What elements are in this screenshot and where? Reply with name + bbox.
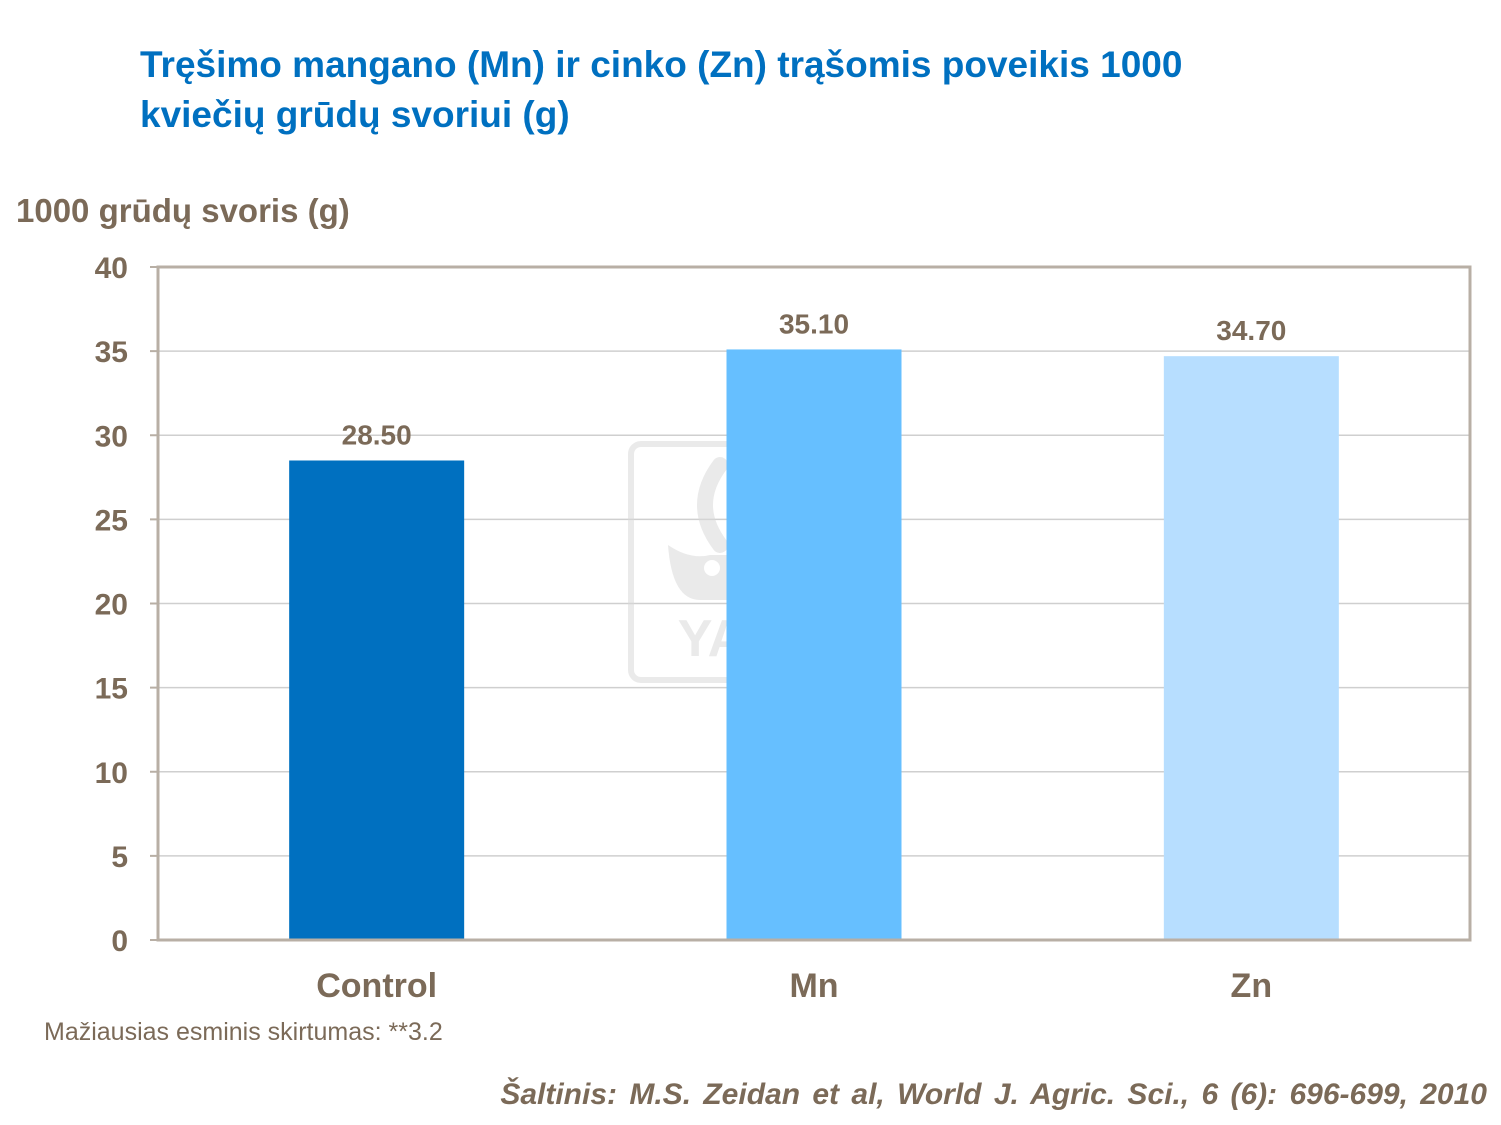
bar-zn (1163, 356, 1339, 940)
y-axis-label: 1000 grūdų svoris (g) (16, 192, 350, 229)
y-tick-label: 20 (95, 589, 128, 622)
source-citation: Šaltinis: M.S. Zeidan et al, World J. Ag… (500, 1078, 1487, 1111)
y-axis-ticks: 0 5 10 15 20 25 30 35 40 (95, 252, 158, 958)
chart-title-line-2: kviečių grūdų svoriui (g) (140, 94, 570, 135)
y-tick-label: 25 (95, 504, 128, 537)
chart-title: Tręšimo mangano (Mn) ir cinko (Zn) trąšo… (140, 40, 1400, 140)
x-category-mn: Mn (789, 967, 838, 1005)
bar-mn (726, 349, 902, 940)
data-labels: 28.50 35.10 34.70 (342, 308, 1287, 450)
y-tick-label: 10 (95, 757, 128, 790)
data-label-control: 28.50 (342, 419, 412, 450)
y-tick-label: 30 (95, 420, 128, 453)
x-axis-categories: Control Mn Zn (316, 967, 1272, 1005)
chart-title-line-1: Tręšimo mangano (Mn) ir cinko (Zn) trąšo… (140, 44, 1183, 85)
bar-control (289, 460, 465, 940)
y-tick-label: 0 (111, 925, 128, 958)
y-tick-label: 5 (111, 841, 128, 874)
y-tick-label: 35 (95, 336, 128, 369)
y-tick-label: 40 (95, 252, 128, 285)
x-category-zn: Zn (1231, 967, 1273, 1005)
data-label-mn: 35.10 (779, 308, 849, 339)
lsd-note: Mažiausias esminis skirtumas: **3.2 (44, 1018, 443, 1046)
y-tick-label: 15 (95, 673, 128, 706)
data-label-zn: 34.70 (1216, 315, 1286, 346)
x-category-control: Control (316, 967, 437, 1005)
bars (289, 349, 1339, 940)
